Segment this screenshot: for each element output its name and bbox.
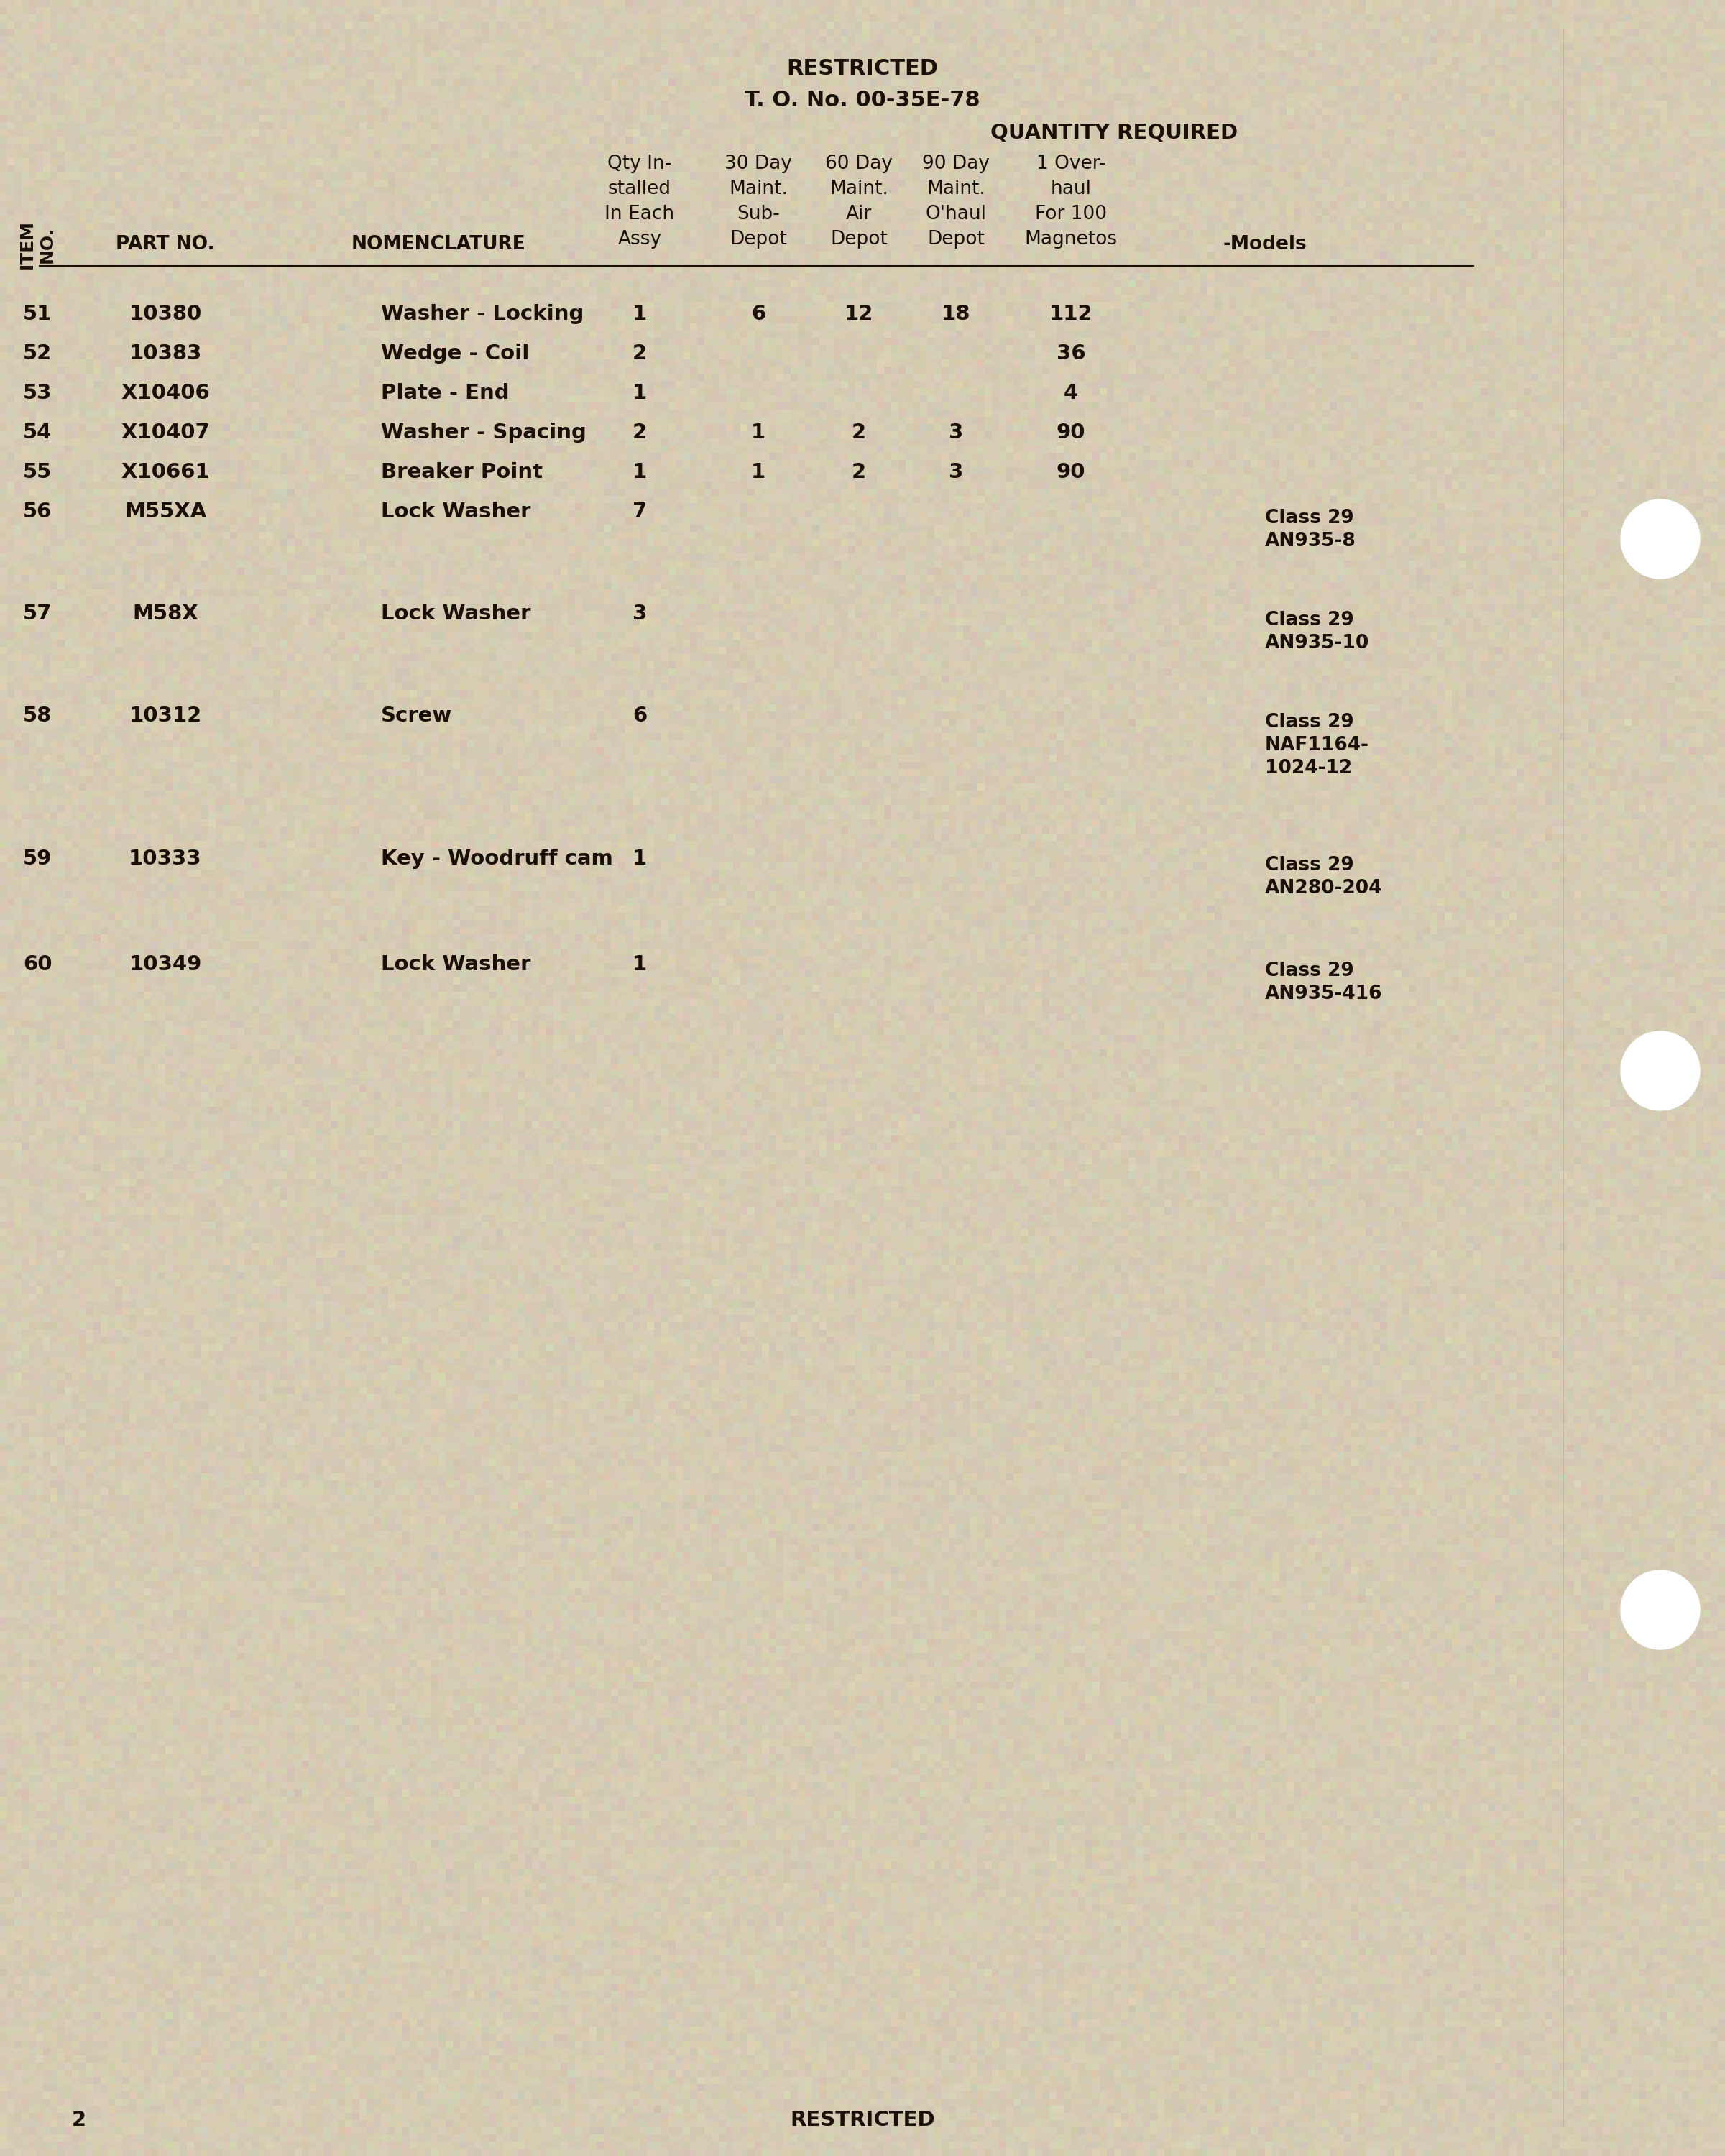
Text: 18: 18 [942, 304, 971, 323]
Text: 12: 12 [845, 304, 873, 323]
Text: Maint.: Maint. [730, 179, 788, 198]
Text: PART NO.: PART NO. [116, 235, 216, 254]
Text: RESTRICTED: RESTRICTED [787, 58, 938, 78]
Text: 10312: 10312 [129, 705, 202, 727]
Text: 112: 112 [1049, 304, 1092, 323]
Text: 90: 90 [1056, 423, 1085, 442]
Text: 10380: 10380 [129, 304, 202, 323]
Text: Maint.: Maint. [926, 179, 985, 198]
Text: Wedge - Coil: Wedge - Coil [381, 343, 530, 364]
Text: M58X: M58X [133, 604, 198, 623]
Text: 2: 2 [852, 423, 866, 442]
Text: Maint.: Maint. [830, 179, 888, 198]
Text: 57: 57 [22, 604, 52, 623]
Text: 52: 52 [22, 343, 52, 364]
Text: 10333: 10333 [129, 849, 202, 869]
Text: AN935-8: AN935-8 [1264, 533, 1356, 550]
Text: 2: 2 [633, 423, 647, 442]
Text: 1: 1 [750, 461, 766, 483]
Text: 6: 6 [633, 705, 647, 727]
Text: M55XA: M55XA [124, 502, 207, 522]
Text: Depot: Depot [928, 231, 985, 248]
Text: Class 29: Class 29 [1264, 714, 1354, 731]
Text: haul: haul [1051, 179, 1092, 198]
Text: 3: 3 [633, 604, 647, 623]
Text: Depot: Depot [730, 231, 787, 248]
Text: stalled: stalled [609, 179, 671, 198]
Text: 58: 58 [22, 705, 52, 727]
Text: QUANTITY REQUIRED: QUANTITY REQUIRED [990, 123, 1239, 142]
Text: 1: 1 [750, 423, 766, 442]
Text: Lock Washer: Lock Washer [381, 502, 531, 522]
Text: Plate - End: Plate - End [381, 384, 509, 403]
Text: 1024-12: 1024-12 [1264, 759, 1352, 778]
Text: Assy: Assy [618, 231, 662, 248]
Text: T. O. No. 00-35E-78: T. O. No. 00-35E-78 [745, 91, 980, 110]
Text: 54: 54 [22, 423, 52, 442]
Text: 59: 59 [22, 849, 52, 869]
Text: 3: 3 [949, 423, 963, 442]
Text: 1: 1 [633, 849, 647, 869]
Text: AN935-416: AN935-416 [1264, 985, 1382, 1003]
Text: 2: 2 [633, 343, 647, 364]
Text: 30 Day: 30 Day [724, 155, 792, 172]
Text: For 100: For 100 [1035, 205, 1107, 224]
Text: Magnetos: Magnetos [1025, 231, 1118, 248]
Text: 60: 60 [22, 955, 52, 975]
Text: 1: 1 [633, 384, 647, 403]
Text: 10349: 10349 [129, 955, 202, 975]
Text: 6: 6 [750, 304, 766, 323]
Text: In Each: In Each [605, 205, 674, 224]
Text: 10383: 10383 [129, 343, 202, 364]
Text: -Models: -Models [1223, 235, 1308, 254]
Text: 55: 55 [22, 461, 52, 483]
Text: NAF1164-: NAF1164- [1264, 735, 1370, 755]
Text: 7: 7 [633, 502, 647, 522]
Text: 4: 4 [1064, 384, 1078, 403]
Text: 60 Day: 60 Day [825, 155, 892, 172]
Text: 56: 56 [22, 502, 52, 522]
Text: AN935-10: AN935-10 [1264, 634, 1370, 653]
Text: X10406: X10406 [121, 384, 210, 403]
Text: Washer - Locking: Washer - Locking [381, 304, 583, 323]
Circle shape [1622, 1031, 1699, 1110]
Text: 2: 2 [72, 2111, 86, 2130]
Text: O'haul: O'haul [925, 205, 987, 224]
Circle shape [1622, 1570, 1699, 1649]
Text: 53: 53 [22, 384, 52, 403]
Text: Class 29: Class 29 [1264, 856, 1354, 875]
Text: Washer - Spacing: Washer - Spacing [381, 423, 586, 442]
Text: 90 Day: 90 Day [923, 155, 990, 172]
Text: 2: 2 [852, 461, 866, 483]
Text: AN280-204: AN280-204 [1264, 880, 1382, 897]
Text: X10407: X10407 [121, 423, 210, 442]
Text: Screw: Screw [381, 705, 452, 727]
Text: Lock Washer: Lock Washer [381, 955, 531, 975]
Text: NOMENCLATURE: NOMENCLATURE [352, 235, 526, 254]
Text: RESTRICTED: RESTRICTED [790, 2111, 935, 2130]
Text: 1 Over-: 1 Over- [1037, 155, 1106, 172]
Text: X10661: X10661 [121, 461, 210, 483]
Text: ITEM
NO.: ITEM NO. [19, 220, 55, 270]
Text: 1: 1 [633, 955, 647, 975]
Text: Breaker Point: Breaker Point [381, 461, 543, 483]
Text: 90: 90 [1056, 461, 1085, 483]
Text: 3: 3 [949, 461, 963, 483]
Text: Qty In-: Qty In- [607, 155, 671, 172]
Text: 1: 1 [633, 461, 647, 483]
Circle shape [1622, 500, 1699, 578]
Text: Key - Woodruff cam: Key - Woodruff cam [381, 849, 612, 869]
Text: Depot: Depot [830, 231, 888, 248]
Text: Lock Washer: Lock Washer [381, 604, 531, 623]
Text: Air: Air [845, 205, 871, 224]
Text: Sub-: Sub- [737, 205, 780, 224]
Text: 51: 51 [22, 304, 52, 323]
Text: 36: 36 [1056, 343, 1085, 364]
Text: Class 29: Class 29 [1264, 610, 1354, 630]
Text: 1: 1 [633, 304, 647, 323]
Text: Class 29: Class 29 [1264, 509, 1354, 528]
Text: Class 29: Class 29 [1264, 962, 1354, 981]
